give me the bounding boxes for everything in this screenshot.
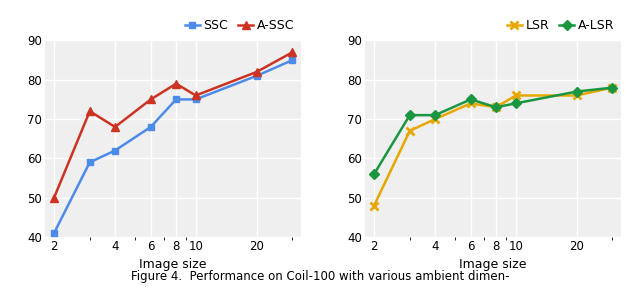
LSR	[492, 105, 500, 109]
Legend: SSC, A-SSC: SSC, A-SSC	[185, 19, 294, 32]
LSR	[431, 117, 439, 121]
Line: LSR: LSR	[370, 84, 616, 210]
A-LSR	[370, 172, 378, 176]
LSR	[512, 94, 520, 97]
A-LSR	[512, 102, 520, 105]
LSR	[370, 204, 378, 207]
LSR	[609, 86, 616, 89]
A-SSC	[192, 94, 200, 97]
A-SSC	[86, 110, 93, 113]
LSR	[406, 129, 413, 133]
A-LSR	[467, 98, 475, 101]
A-SSC	[50, 196, 58, 199]
X-axis label: Image size: Image size	[139, 258, 207, 271]
Line: A-SSC: A-SSC	[50, 48, 296, 202]
A-LSR	[431, 113, 439, 117]
SSC	[86, 161, 93, 164]
A-SSC	[172, 82, 180, 86]
A-SSC	[253, 70, 260, 74]
A-LSR	[609, 86, 616, 89]
Legend: LSR, A-LSR: LSR, A-LSR	[507, 19, 614, 32]
SSC	[50, 231, 58, 235]
SSC	[147, 125, 155, 129]
Text: Figure 4.  Performance on Coil-100 with various ambient dimen-: Figure 4. Performance on Coil-100 with v…	[131, 270, 509, 283]
SSC	[111, 149, 119, 152]
Line: SSC: SSC	[51, 57, 296, 236]
A-SSC	[289, 51, 296, 54]
X-axis label: Image size: Image size	[459, 258, 527, 271]
SSC	[192, 98, 200, 101]
Line: A-LSR: A-LSR	[371, 84, 616, 177]
A-SSC	[111, 125, 119, 129]
A-LSR	[492, 105, 500, 109]
SSC	[172, 98, 180, 101]
A-LSR	[406, 113, 413, 117]
LSR	[467, 102, 475, 105]
SSC	[253, 74, 260, 77]
A-SSC	[147, 98, 155, 101]
SSC	[289, 58, 296, 62]
A-LSR	[573, 90, 580, 93]
LSR	[573, 94, 580, 97]
